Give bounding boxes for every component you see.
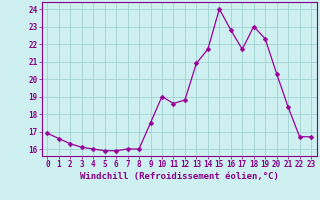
- X-axis label: Windchill (Refroidissement éolien,°C): Windchill (Refroidissement éolien,°C): [80, 172, 279, 181]
